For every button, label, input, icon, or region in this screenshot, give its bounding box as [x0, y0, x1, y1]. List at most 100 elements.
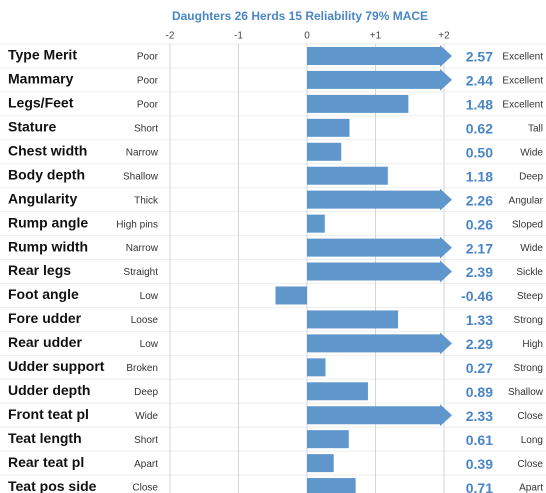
value-label: 2.26	[466, 192, 493, 208]
bar	[307, 454, 334, 473]
high-label: Deep	[519, 171, 543, 182]
high-label: Strong	[514, 315, 543, 326]
low-label: Apart	[134, 459, 158, 470]
value-label: 2.17	[466, 240, 493, 256]
high-label: Excellent	[502, 76, 543, 87]
value-label: 1.33	[466, 312, 493, 328]
trait-name: Angularity	[8, 190, 77, 206]
high-label: Close	[517, 411, 543, 422]
value-label: 0.50	[466, 144, 493, 160]
high-label: High	[522, 339, 543, 350]
bar	[307, 358, 326, 377]
value-label: 0.26	[466, 216, 493, 232]
high-label: Wide	[520, 243, 543, 254]
x-tick-label: -1	[234, 31, 243, 42]
bar	[307, 404, 452, 427]
low-label: Wide	[135, 411, 158, 422]
low-label: Straight	[124, 267, 159, 278]
trait-name: Rump angle	[8, 214, 88, 230]
low-label: Broken	[126, 363, 158, 374]
value-label: -0.46	[461, 288, 493, 304]
bar	[307, 214, 325, 233]
high-label: Sloped	[512, 219, 543, 230]
low-label: Narrow	[126, 243, 159, 254]
low-label: Deep	[134, 387, 158, 398]
low-label: Low	[140, 339, 159, 350]
value-label: 0.62	[466, 121, 493, 137]
trait-name: Teat length	[8, 430, 82, 446]
bar	[307, 236, 452, 259]
trait-name: Udder depth	[8, 382, 90, 398]
trait-name: Stature	[8, 119, 56, 135]
high-label: Apart	[519, 483, 543, 493]
bar	[307, 68, 452, 91]
bar	[307, 142, 342, 161]
x-tick-label: +2	[438, 31, 450, 42]
value-label: 0.89	[466, 384, 493, 400]
value-label: 0.71	[466, 480, 493, 493]
high-label: Strong	[514, 363, 543, 374]
low-label: Short	[134, 123, 158, 134]
low-label: High pins	[116, 219, 158, 230]
low-label: Poor	[137, 52, 159, 63]
bar	[275, 286, 307, 305]
trait-name: Rear teat pl	[8, 454, 84, 470]
bar	[307, 310, 399, 329]
low-label: Short	[134, 435, 158, 446]
value-label: 2.39	[466, 264, 493, 280]
high-label: Long	[521, 435, 543, 446]
value-label: 2.57	[466, 49, 493, 65]
x-tick-label: 0	[304, 31, 310, 42]
value-label: 1.18	[466, 168, 493, 184]
trait-name: Type Merit	[8, 47, 77, 63]
low-label: Thick	[134, 195, 159, 206]
x-tick-label: -2	[166, 31, 175, 42]
high-label: Tall	[528, 123, 543, 134]
bar	[307, 188, 452, 211]
bar	[307, 430, 349, 449]
value-label: 2.44	[466, 73, 493, 89]
high-label: Excellent	[502, 52, 543, 63]
low-label: Shallow	[123, 171, 159, 182]
trait-name: Rump width	[8, 238, 88, 254]
value-label: 1.48	[466, 97, 493, 113]
bar	[307, 382, 368, 401]
bar	[307, 118, 350, 137]
trait-name: Front teat pl	[8, 406, 89, 422]
high-label: Close	[517, 459, 543, 470]
value-label: 0.27	[466, 360, 493, 376]
low-label: Loose	[131, 315, 159, 326]
trait-name: Body depth	[8, 166, 85, 182]
trait-name: Foot angle	[8, 286, 79, 302]
chart-title: Daughters 26 Herds 15 Reliability 79% MA…	[172, 9, 428, 23]
trait-name: Legs/Feet	[8, 95, 74, 111]
value-label: 0.61	[466, 432, 493, 448]
trait-name: Mammary	[8, 71, 74, 87]
trait-name: Chest width	[8, 142, 87, 158]
value-label: 2.29	[466, 336, 493, 352]
high-label: Shallow	[508, 387, 544, 398]
low-label: Low	[140, 291, 159, 302]
trait-name: Rear udder	[8, 334, 82, 350]
bar	[307, 478, 356, 493]
bar	[307, 260, 452, 283]
low-label: Poor	[137, 100, 159, 111]
value-label: 2.33	[466, 408, 493, 424]
high-label: Steep	[517, 291, 544, 302]
high-label: Sickle	[516, 267, 543, 278]
high-label: Excellent	[502, 100, 543, 111]
high-label: Angular	[509, 195, 544, 206]
bar	[307, 166, 388, 185]
trait-name: Teat pos side	[8, 478, 97, 493]
bar	[307, 44, 452, 67]
high-label: Wide	[520, 147, 543, 158]
value-label: 0.39	[466, 456, 493, 472]
low-label: Narrow	[126, 147, 159, 158]
bar	[307, 94, 409, 113]
trait-name: Rear legs	[8, 262, 71, 278]
bar	[307, 332, 452, 355]
low-label: Close	[132, 483, 158, 493]
trait-name: Fore udder	[8, 310, 82, 326]
trait-name: Udder support	[8, 358, 105, 374]
